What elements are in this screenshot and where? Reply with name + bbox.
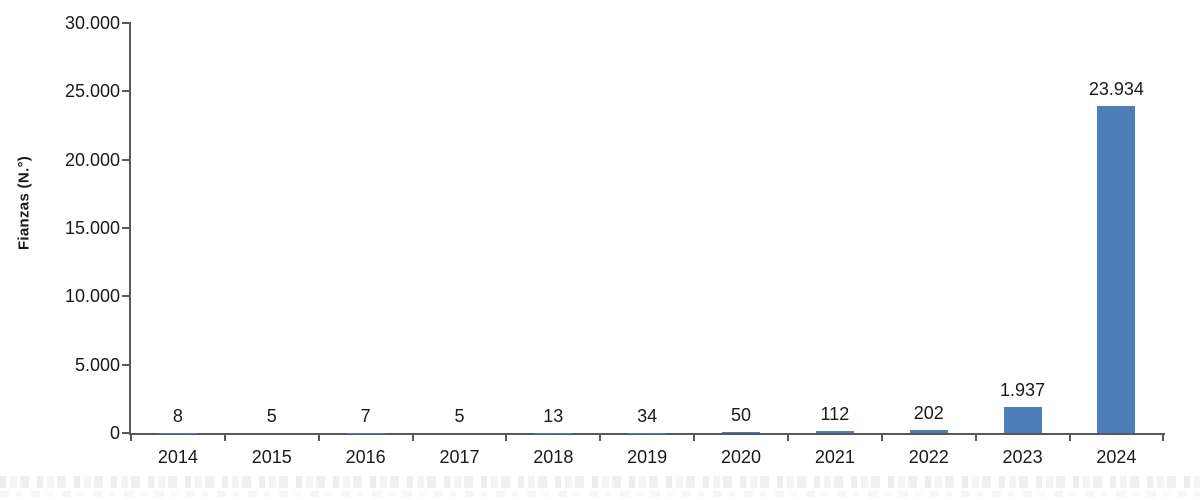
x-tick-mark-11 [1162,435,1165,441]
x-axis-label-2021: 2021 [814,447,855,467]
y-tick-mark-10.000 [122,295,129,298]
x-tick-mark-2 [317,435,320,441]
bar-value-label-2016: 7 [360,405,371,426]
y-tick-mark-5.000 [122,363,129,366]
bar-value-label-2018: 13 [543,405,564,426]
x-axis-label-2023: 2023 [1002,447,1043,467]
y-tick-label-20.000: 20.000 [64,149,120,170]
x-tick-mark-5 [599,435,602,441]
y-tick-label-15.000: 15.000 [64,218,120,238]
x-tick-mark-7 [786,435,789,441]
y-tick-label-30.000: 30.000 [64,13,120,33]
bar-2023 [1003,406,1042,433]
y-tick-label-5.000: 5.000 [74,354,120,375]
y-tick-label-10.000: 10.000 [64,286,120,307]
y-tick-mark-0 [122,432,129,434]
y-tick-label-0: 0 [109,423,120,443]
bar-2020 [722,432,761,433]
bar-value-label-2014: 8 [172,405,183,426]
bar-value-label-2019: 34 [637,405,658,426]
bar-value-label-2015: 5 [266,405,277,426]
x-axis-label-2019: 2019 [627,447,668,467]
y-tick-mark-25.000 [122,90,129,93]
x-tick-mark-8 [880,435,883,441]
bar-value-label-2023: 1.937 [1000,379,1046,400]
x-axis-label-2018: 2018 [533,447,574,467]
bar-value-label-2020: 50 [731,405,752,426]
cropped-caption-strip [0,476,1200,488]
x-tick-mark-3 [411,435,414,441]
x-tick-mark-9 [974,435,977,441]
x-tick-mark-0 [130,435,132,441]
x-axis-label-2024: 2024 [1096,447,1137,467]
y-tick-label-25.000: 25.000 [64,81,120,102]
x-axis-label-2017: 2017 [439,447,480,467]
y-tick-mark-15.000 [122,227,129,229]
x-axis-label-2014: 2014 [157,447,198,467]
x-axis-label-2022: 2022 [908,447,949,467]
bar-2022 [909,430,948,433]
x-tick-mark-6 [693,435,696,441]
y-axis-line [129,22,131,435]
x-axis-label-2015: 2015 [251,447,292,467]
bar-2024 [1097,105,1136,433]
y-tick-mark-20.000 [122,158,129,161]
x-axis-label-2020: 2020 [720,447,762,467]
bar-value-label-2017: 5 [454,405,465,426]
bar-value-label-2021: 112 [820,404,850,425]
x-axis-line [129,433,1165,435]
y-tick-mark-30.000 [122,22,129,24]
cropped-caption-strip-lower [0,491,1200,497]
x-tick-mark-4 [505,435,508,441]
bar-value-label-2022: 202 [913,403,944,424]
x-tick-mark-10 [1068,435,1071,441]
bar-2021 [815,431,854,433]
x-axis-label-2016: 2016 [345,447,386,467]
bar-value-label-2024: 23.934 [1088,78,1144,99]
x-tick-mark-1 [223,435,226,441]
